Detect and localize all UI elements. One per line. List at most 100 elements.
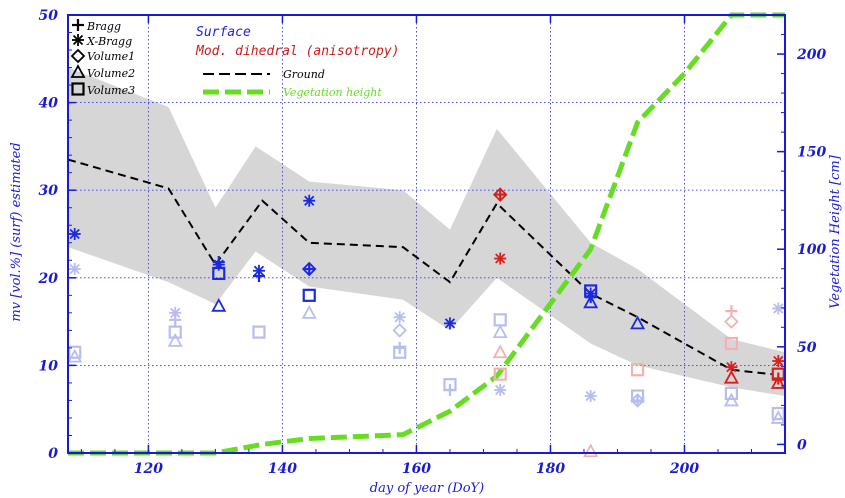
legend-volume3-glyph xyxy=(71,82,85,96)
marker-triangle-dihedral-55 xyxy=(723,369,739,384)
marker-triangle-dihedral-59-shape xyxy=(770,375,786,389)
marker-xbragg-surface_faded-0-d2 xyxy=(69,263,80,275)
marker-diamond-dihedral_faded-32-shape xyxy=(724,314,739,329)
legend: Bragg X-Bragg Volume1 Volume2 Volume3 Su… xyxy=(70,19,400,99)
marker-triangle-dihedral_faded-29-shape xyxy=(583,443,599,458)
x-tick-label-200: 200 xyxy=(669,461,699,477)
legend-marker-volume2: Volume2 xyxy=(70,64,135,80)
uncertainty-band-area xyxy=(68,67,785,397)
marker-triangle-surface_faded-26-shape xyxy=(770,410,786,424)
marker-xbragg-surface_faded-9-d2 xyxy=(394,312,405,323)
axis-ticks: 120 140 160 180 200 0 10 20 30 40 50 0 50 100 150 200 xyxy=(38,8,827,477)
marker-bragg-surface_faded-4 xyxy=(169,313,182,326)
legend-volume1-label: Volume1 xyxy=(87,50,135,63)
marker-square-surface_faded-25-shape xyxy=(771,406,785,421)
marker-triangle-dihedral-59 xyxy=(770,375,786,389)
marker-xbragg-dihedral-54 xyxy=(725,361,738,374)
marker-square-surface_faded-12-shape xyxy=(393,345,407,359)
marker-xbragg-surface_faded-24-d2 xyxy=(773,303,784,314)
marker-triangle-surface_faded-6 xyxy=(167,332,183,347)
marker-triangle-surface-49 xyxy=(583,294,599,309)
legend-volume1-glyph-shape xyxy=(70,48,86,64)
marker-square-dihedral_faded-28-shape xyxy=(493,367,507,381)
data-markers xyxy=(67,187,786,458)
marker-diamond-surface_faded-10 xyxy=(392,323,407,338)
marker-xbragg-surface_faded-18-d2 xyxy=(585,390,596,402)
marker-xbragg-surface_faded-0 xyxy=(68,263,81,276)
marker-square-dihedral_faded-28 xyxy=(493,367,507,381)
y-tick-label-10: 10 xyxy=(39,358,59,374)
y-tick-label-50: 50 xyxy=(39,8,59,24)
marker-xbragg-dihedral-56-d2 xyxy=(773,355,784,367)
legend-marker-xbragg: X-Bragg xyxy=(72,34,132,48)
marker-xbragg-dihedral-56 xyxy=(772,355,785,368)
marker-triangle-surface-38-shape xyxy=(211,297,227,312)
marker-square-surface_faded-15-shape xyxy=(493,313,507,327)
marker-diamond-dihedral_faded-32 xyxy=(724,314,739,329)
marker-square-surface_faded-5 xyxy=(168,325,182,339)
marker-triangle-surface_faded-6-shape xyxy=(167,332,183,347)
y-right-tick-label-100: 100 xyxy=(797,242,826,258)
y-tick-label-0: 0 xyxy=(48,446,58,462)
marker-square-surface_faded-22-shape xyxy=(724,386,738,401)
legend-marker-volume1: Volume1 xyxy=(70,48,135,64)
marker-xbragg-surface_faded-17-d2 xyxy=(495,384,506,396)
marker-xbragg-surface_faded-3-d2 xyxy=(170,307,181,318)
marker-square-dihedral_faded-33 xyxy=(724,336,738,351)
grid-lines xyxy=(68,15,785,453)
marker-bragg-surface-43 xyxy=(303,263,316,276)
marker-square-surface-44 xyxy=(302,288,316,302)
legend-bragg-symbol xyxy=(72,19,84,31)
x-tick-label-140: 140 xyxy=(268,461,297,477)
marker-triangle-surface_faded-16-shape xyxy=(492,324,508,339)
marker-triangle-surface_faded-8-shape xyxy=(301,304,317,319)
marker-triangle-surface-38 xyxy=(211,297,227,312)
marker-triangle-surface-49-shape xyxy=(583,294,599,309)
marker-xbragg-surface-34-d2 xyxy=(69,228,80,240)
marker-triangle-surface_faded-26 xyxy=(770,410,786,424)
marker-triangle-surface_faded-23 xyxy=(723,392,739,407)
legend-xbragg-label: X-Bragg xyxy=(86,35,132,48)
marker-triangle-surface_faded-2 xyxy=(67,348,83,363)
legend-vegetation-label: Vegetation height xyxy=(283,86,382,99)
legend-volume2-glyph-shape xyxy=(70,64,86,78)
marker-xbragg-surface-45 xyxy=(443,317,456,330)
ground-line xyxy=(67,158,772,376)
marker-square-surface_faded-12 xyxy=(393,345,407,359)
plot-frame xyxy=(67,14,786,454)
legend-xbragg-glyph xyxy=(72,34,84,46)
y-right-tick-label-0: 0 xyxy=(797,437,807,453)
marker-xbragg-surface-41 xyxy=(303,194,316,207)
marker-square-surface-44-shape xyxy=(302,288,316,302)
marker-square-dihedral_faded-33-shape xyxy=(724,336,738,351)
legend-marker-bragg: Bragg xyxy=(72,19,121,33)
marker-xbragg-surface-45-d2 xyxy=(444,318,456,329)
marker-square-surface-37 xyxy=(212,266,226,281)
marker-xbragg-surface_faded-9 xyxy=(393,311,406,324)
legend-xbragg-symbol xyxy=(72,34,84,46)
legend-dihedral-label: Mod. dihedral (anisotropy) xyxy=(195,44,400,59)
y-tick-label-40: 40 xyxy=(39,96,59,112)
y-tick-label-20: 20 xyxy=(38,271,59,287)
legend-bragg-label: Bragg xyxy=(86,20,121,33)
y-right-tick-label-150: 150 xyxy=(797,145,826,161)
marker-bragg-surface-40 xyxy=(252,270,265,283)
marker-triangle-surface_faded-16 xyxy=(492,324,508,339)
y-right-tick-label-50: 50 xyxy=(797,340,817,356)
marker-triangle-surface_faded-23-shape xyxy=(723,392,739,407)
legend-volume2-glyph xyxy=(70,64,86,78)
marker-xbragg-surface-41-d2 xyxy=(304,195,315,206)
legend-volume2-label: Volume2 xyxy=(87,67,135,80)
marker-xbragg-surface_faded-18 xyxy=(584,390,597,403)
marker-triangle-dihedral_faded-27-shape xyxy=(492,344,508,359)
legend-ground-label: Ground xyxy=(283,68,325,81)
legend-volume3-label: Volume3 xyxy=(87,84,135,97)
x-axis-title: day of year (DoY) xyxy=(370,481,484,496)
marker-triangle-dihedral_faded-29 xyxy=(583,443,599,458)
marker-square-surface_faded-1-shape xyxy=(68,345,82,359)
marker-square-surface_faded-15 xyxy=(493,313,507,327)
y-axis-title-left: mv [vol.%] (surf) estimated xyxy=(9,142,24,321)
marker-bragg-surface_faded-14 xyxy=(443,383,456,396)
legend-volume1-glyph xyxy=(70,48,86,64)
marker-triangle-surface_faded-2-shape xyxy=(67,348,83,363)
